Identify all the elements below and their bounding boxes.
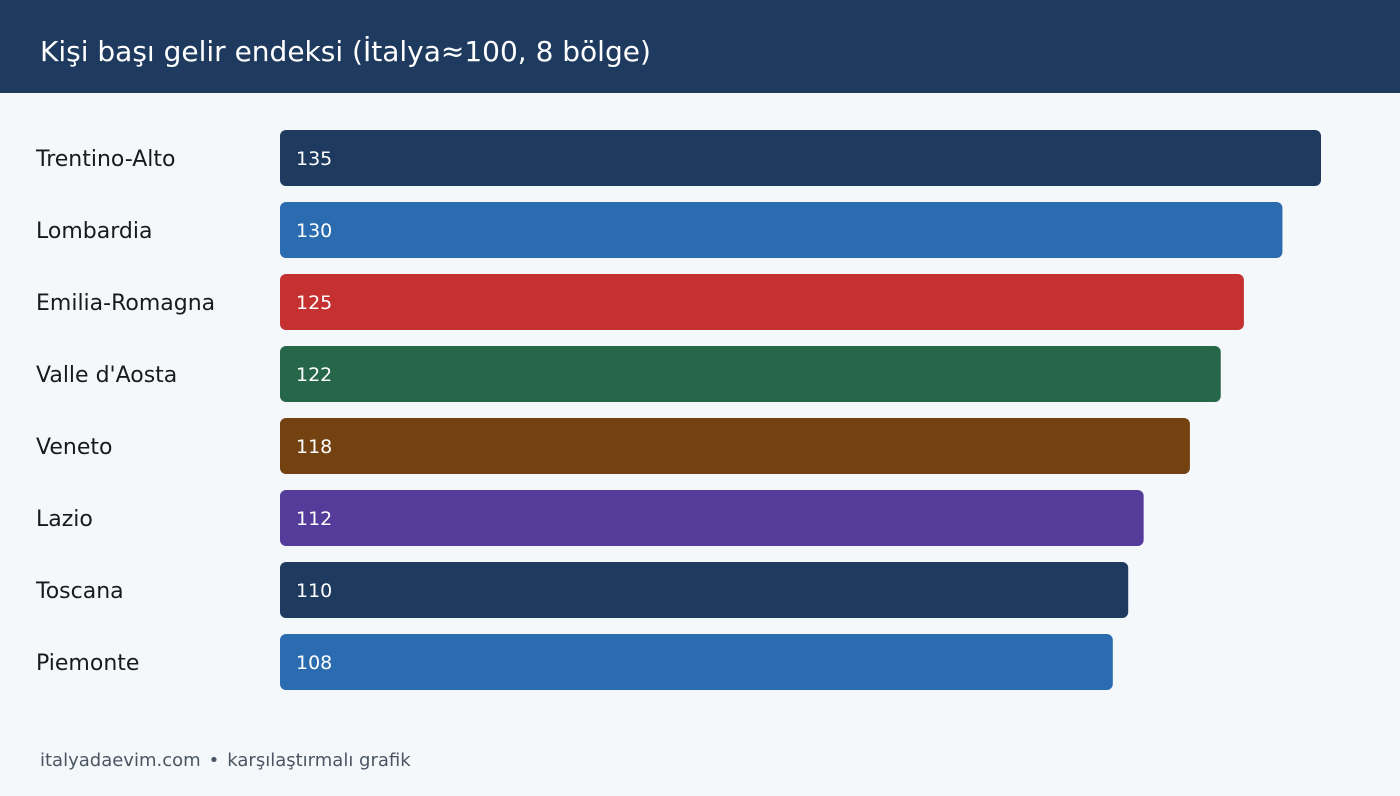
category-label: Veneto: [36, 435, 112, 460]
header-bar: Kişi başı gelir endeksi (İtalya≈100, 8 b…: [0, 0, 1400, 93]
bar: [280, 202, 1283, 258]
footer: italyadaevim.com • karşılaştırmalı grafik: [40, 750, 411, 771]
chart-title: Kişi başı gelir endeksi (İtalya≈100, 8 b…: [40, 35, 651, 68]
bar-value-label: 110: [296, 580, 332, 602]
category-label: Trentino-Alto: [35, 147, 176, 172]
bar-value-label: 130: [296, 220, 332, 242]
category-label: Lombardia: [36, 219, 152, 244]
category-label: Valle d'Aosta: [36, 363, 177, 388]
bar-value-label: 108: [296, 652, 332, 674]
bar-value-label: 122: [296, 364, 332, 386]
category-label: Piemonte: [36, 651, 139, 676]
bar: [280, 130, 1321, 186]
bar-value-label: 125: [296, 292, 332, 314]
footer-separator: •: [208, 750, 220, 771]
bar: [280, 418, 1190, 474]
category-label: Emilia-Romagna: [36, 291, 215, 316]
bar: [280, 274, 1244, 330]
bar: [280, 346, 1221, 402]
bar-value-label: 135: [296, 148, 332, 170]
bar-value-label: 118: [296, 436, 332, 458]
bar: [280, 490, 1144, 546]
bar: [280, 634, 1113, 690]
category-label: Toscana: [35, 579, 124, 604]
bar-value-label: 112: [296, 508, 332, 530]
category-label: Lazio: [36, 507, 93, 532]
footer-site: italyadaevim.com: [40, 750, 201, 771]
bar: [280, 562, 1129, 618]
footer-caption: karşılaştırmalı grafik: [227, 750, 411, 771]
bar-chart: Trentino-Alto 135 Lombardia 130 Emilia-Romag…: [35, 130, 1321, 690]
